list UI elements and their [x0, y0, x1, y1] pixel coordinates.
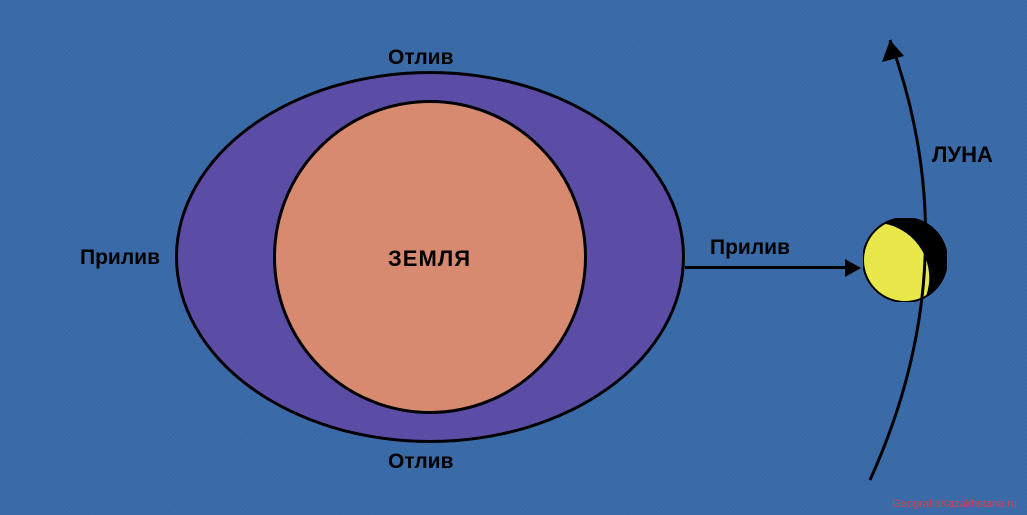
label-tide-bottom: Отлив	[388, 450, 454, 474]
label-tide-right: Прилив	[710, 236, 790, 260]
label-moon: ЛУНА	[932, 142, 993, 168]
orbit-arc	[860, 20, 1020, 500]
label-tide-left: Прилив	[80, 246, 160, 270]
label-earth: ЗЕМЛЯ	[388, 246, 471, 272]
tide-arrow-head	[845, 259, 861, 277]
watermark: GeografiaKazakhstana.ru	[892, 498, 1017, 510]
tide-diagram: Отлив Отлив Прилив Прилив ЗЕМЛЯ ЛУНА Geo…	[0, 0, 1027, 515]
label-tide-top: Отлив	[388, 46, 454, 70]
tide-arrow-line	[685, 266, 845, 269]
